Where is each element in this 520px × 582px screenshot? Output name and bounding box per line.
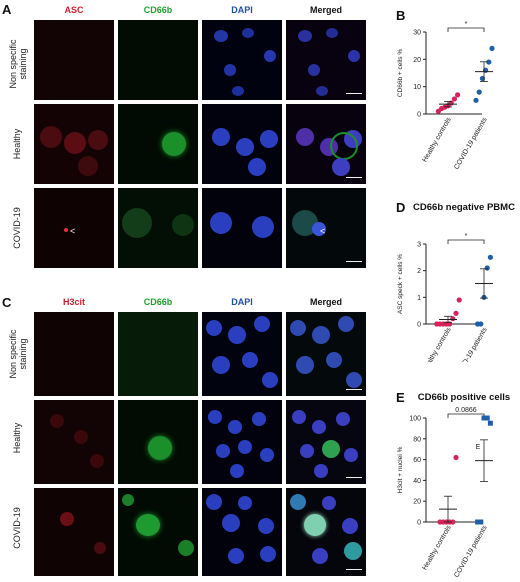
image-c-cd66b-covid <box>118 488 198 576</box>
image-a-merged-healthy <box>286 104 366 184</box>
col-head-merged-c: Merged <box>309 297 342 307</box>
y-tick-label: 40 <box>413 478 421 485</box>
panel-a-letter: A <box>2 2 12 17</box>
x-category-label: COVID-19 patients <box>453 116 489 170</box>
y-tick-label: 100 <box>409 416 421 423</box>
y-tick-label: 3 <box>417 242 421 249</box>
y-tick-label: 80 <box>413 436 421 443</box>
y-tick-label: 0 <box>417 322 421 329</box>
data-point <box>453 454 459 461</box>
row-label-nonspecific-c: Non specific staining <box>8 329 28 379</box>
panel-d-letter: D <box>396 200 406 215</box>
image-a-cd66b-covid <box>118 188 198 268</box>
data-point <box>450 519 456 525</box>
data-point <box>487 254 493 260</box>
x-category-label: COVID-19 patients <box>453 326 489 362</box>
x-category-label: Healthy controls <box>422 326 453 362</box>
image-c-dapi-healthy <box>202 400 282 484</box>
data-point <box>478 321 484 327</box>
chart-d-title: CD66b negative PBMC <box>413 202 515 213</box>
chart-e: 0 20 40 60 80 100 H3cit + nuclei % Healthy cont… <box>397 407 493 578</box>
y-tick-label: 0 <box>417 520 421 527</box>
image-c-merged-covid <box>286 488 366 576</box>
significance-bracket <box>447 27 485 32</box>
row-label-healthy-a: Healthy <box>12 128 22 160</box>
panel-b-letter: B <box>396 8 406 23</box>
data-point <box>453 310 459 316</box>
chart-e-title: CD66b positive cells <box>417 392 511 403</box>
data-point <box>486 59 492 65</box>
image-a-dapi-covid <box>202 188 282 268</box>
image-a-dapi-healthy <box>202 104 282 184</box>
image-a-asc-covid: < <box>34 188 114 268</box>
data-point <box>456 297 462 303</box>
y-tick-label: 60 <box>413 457 421 464</box>
panel-e-letter: E <box>396 390 405 405</box>
col-head-asc: ASC <box>64 5 84 15</box>
y-axis-label: ASC speck + cells % <box>397 254 404 314</box>
x-category-label: Healthy controls <box>422 116 453 163</box>
annotation-label: E <box>476 444 481 451</box>
significance-label: * <box>465 233 468 240</box>
significance-label: 0.0866 <box>455 407 477 414</box>
image-c-h3cit-healthy <box>34 400 114 484</box>
y-tick-label: 10 <box>413 84 421 91</box>
data-point <box>487 420 493 426</box>
image-a-dapi-nonspecific <box>202 20 282 100</box>
image-c-merged-nonspecific <box>286 312 366 396</box>
data-point <box>476 89 482 95</box>
panel-c-letter: C <box>2 295 12 310</box>
x-category-label: COVID-19 patients <box>453 524 489 578</box>
y-tick-label: 0 <box>417 112 421 119</box>
image-c-dapi-covid <box>202 488 282 576</box>
arrowhead-icon: < <box>320 226 326 236</box>
col-head-h3cit: H3cit <box>62 297 85 307</box>
data-point <box>489 45 495 51</box>
significance-bracket <box>447 413 485 418</box>
data-point <box>450 316 456 322</box>
image-a-merged-covid: < <box>286 188 366 268</box>
col-head-cd66b-c: CD66b <box>143 297 173 307</box>
col-head-merged: Merged <box>309 5 342 15</box>
data-point <box>481 415 487 421</box>
row-label-healthy-c: Healthy <box>12 422 22 454</box>
row-label-covid-c: COVID-19 <box>12 507 22 549</box>
y-tick-label: 20 <box>413 57 421 64</box>
data-point <box>473 97 479 103</box>
data-point <box>475 519 481 525</box>
data-point <box>451 96 457 102</box>
y-tick-label: 20 <box>413 499 421 506</box>
chart-d: 0 1 2 3 ASC speck + cells % Healthy controls C… <box>397 233 493 362</box>
col-head-dapi-c: DAPI <box>231 297 253 307</box>
image-a-cd66b-healthy <box>118 104 198 184</box>
col-head-cd66b: CD66b <box>143 5 173 15</box>
y-tick-label: 1 <box>417 295 421 302</box>
arrowhead-icon: < <box>70 226 76 236</box>
significance-label: * <box>465 21 468 28</box>
data-point <box>455 92 461 98</box>
image-a-cd66b-nonspecific <box>118 20 198 100</box>
chart-b: 0 10 20 30 CD66b + cells % Healthy controls CO… <box>397 21 495 170</box>
col-head-dapi: DAPI <box>231 5 253 15</box>
image-a-asc-nonspecific <box>34 20 114 100</box>
image-c-h3cit-covid <box>34 488 114 576</box>
row-label-covid-a: COVID-19 <box>12 207 22 249</box>
y-axis-label: H3cit + nuclei % <box>397 446 404 493</box>
image-c-dapi-nonspecific <box>202 312 282 396</box>
image-c-cd66b-healthy <box>118 400 198 484</box>
data-point <box>484 265 490 271</box>
significance-bracket <box>447 239 485 244</box>
image-c-h3cit-nonspecific <box>34 312 114 396</box>
data-point <box>484 415 490 421</box>
y-tick-label: 30 <box>413 30 421 37</box>
image-a-merged-nonspecific <box>286 20 366 100</box>
x-category-label: Healthy controls <box>422 524 453 571</box>
y-axis-label: CD66b + cells % <box>397 49 404 97</box>
y-tick-label: 2 <box>417 268 421 275</box>
row-label-nonspecific-a: Non specific staining <box>8 39 28 89</box>
data-point <box>478 519 484 525</box>
image-a-asc-healthy <box>34 104 114 184</box>
image-c-cd66b-nonspecific <box>118 312 198 396</box>
image-c-merged-healthy <box>286 400 366 484</box>
